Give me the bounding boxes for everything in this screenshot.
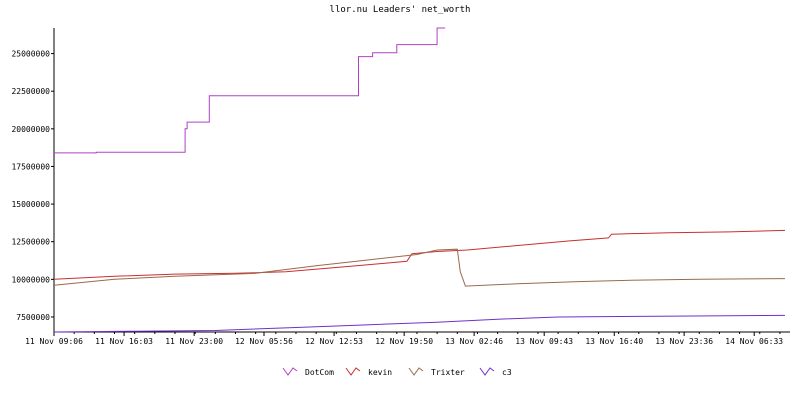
x-tick-label: 12 Nov 12:53 — [305, 337, 363, 346]
legend-swatch — [345, 367, 361, 376]
y-tick-label: 7500000 — [16, 313, 50, 322]
y-tick-label: 22500000 — [11, 87, 50, 96]
x-tick-label: 13 Nov 09:43 — [515, 337, 573, 346]
x-tick-label: 11 Nov 23:00 — [165, 337, 223, 346]
legend: DotCom kevin Trixter c3 — [282, 367, 512, 377]
y-tick-label: 20000000 — [11, 125, 50, 134]
x-tick-label: 12 Nov 05:56 — [235, 337, 293, 346]
series-line-trixter — [53, 248, 786, 287]
x-tick-label: 13 Nov 16:40 — [585, 337, 643, 346]
series-line-dotcom — [54, 27, 446, 154]
x-tick-label: 11 Nov 09:06 — [25, 337, 83, 346]
x-tick-label: 14 Nov 06:33 — [725, 337, 783, 346]
series-line-kevin — [53, 229, 786, 280]
y-tick-label: 15000000 — [11, 200, 50, 209]
x-tick-label: 13 Nov 23:36 — [655, 337, 713, 346]
x-tick-label: 13 Nov 02:46 — [445, 337, 503, 346]
series-line-c3 — [53, 314, 786, 333]
x-axis: 11 Nov 09:06 11 Nov 16:03 11 Nov 23:00 12 N… — [25, 331, 790, 346]
x-tick-label: 11 Nov 16:03 — [95, 337, 153, 346]
y-axis: 7500000 10000000 12500000 15000000 17500000 2… — [11, 28, 55, 332]
y-tick-label: 12500000 — [11, 238, 50, 247]
legend-label: kevin — [368, 368, 392, 377]
y-tick-label: 10000000 — [11, 275, 50, 284]
legend-label: DotCom — [305, 368, 334, 377]
legend-swatch — [408, 367, 424, 376]
y-tick-label: 17500000 — [11, 162, 50, 171]
legend-label: Trixter — [431, 368, 465, 377]
plot-area — [53, 27, 786, 333]
chart-title: llor.nu Leaders' net_worth — [330, 5, 471, 15]
x-tick-label: 12 Nov 19:50 — [375, 337, 433, 346]
legend-swatch — [282, 367, 298, 376]
y-tick-label: 25000000 — [11, 50, 50, 59]
legend-label: c3 — [502, 368, 512, 377]
legend-swatch — [479, 367, 495, 376]
